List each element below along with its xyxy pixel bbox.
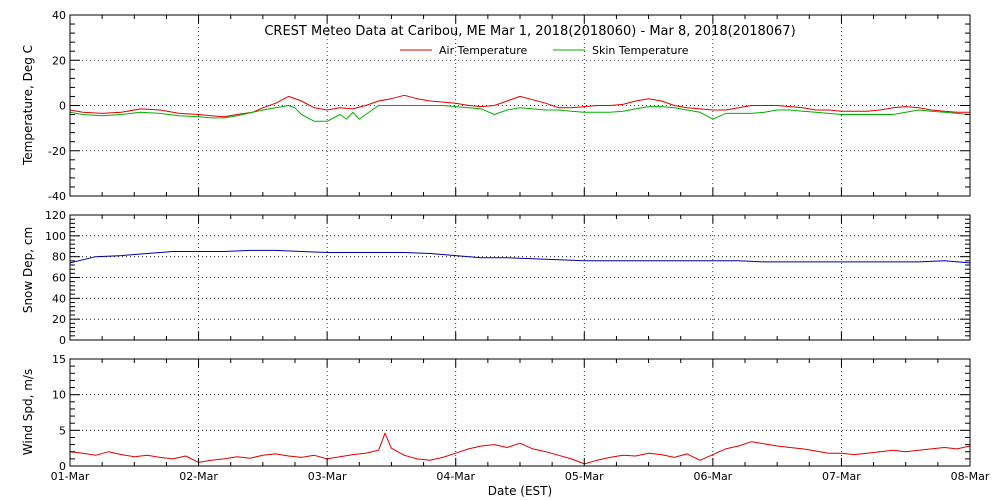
y-tick-label: 5 xyxy=(59,424,66,437)
ylabel-wind-speed: Wind Spd, m/s xyxy=(21,369,35,455)
series-line-panel3-1 xyxy=(69,432,971,465)
grid-layer xyxy=(70,15,970,466)
y-tick-label: 80 xyxy=(52,251,66,264)
legend-air-label: Air Temperature xyxy=(439,44,528,57)
y-tick-label: -40 xyxy=(48,190,66,203)
y-tick-label: -20 xyxy=(48,145,66,158)
y-tick-label: 100 xyxy=(45,230,66,243)
y-tick-label: 20 xyxy=(52,313,66,326)
ylabel-temperature: Temperature, Deg C xyxy=(21,45,35,166)
x-tick-label: 03-Mar xyxy=(308,470,347,483)
y-tick-label: 0 xyxy=(59,334,66,347)
x-tick-label: 06-Mar xyxy=(693,470,732,483)
panel-frame xyxy=(69,358,971,467)
x-tick-label: 05-Mar xyxy=(565,470,604,483)
y-tick-label: 20 xyxy=(52,54,66,67)
y-tick-label: 0 xyxy=(59,460,66,473)
legend-skin-label: Skin Temperature xyxy=(592,44,689,57)
xlabel: Date (EST) xyxy=(488,484,552,498)
series-line-panel2-1 xyxy=(69,249,971,264)
y-tick-label: 60 xyxy=(52,272,66,285)
y-tick-label: 15 xyxy=(52,353,66,366)
series-line-panel1-2 xyxy=(69,105,971,122)
x-tick-label: 08-Mar xyxy=(951,470,990,483)
y-tick-label: 40 xyxy=(52,9,66,22)
series-layer xyxy=(69,94,971,465)
tick-layer xyxy=(69,14,971,467)
y-tick-label: 120 xyxy=(45,209,66,222)
y-tick-label: 40 xyxy=(52,292,66,305)
legend: Air Temperature Skin Temperature xyxy=(400,44,689,57)
label-layer: -40 -20 0 20 40 0 20 40 60 80 100 120 0 5 10 15 01-Mar 02… xyxy=(45,9,990,483)
y-tick-label: 0 xyxy=(59,100,66,113)
x-tick-label: 04-Mar xyxy=(436,470,475,483)
y-tick-label: 10 xyxy=(52,389,66,402)
x-tick-label: 01-Mar xyxy=(51,470,90,483)
chart-title: CREST Meteo Data at Caribou, ME Mar 1, 2… xyxy=(264,24,795,39)
x-tick-label: 07-Mar xyxy=(822,470,861,483)
frame-layer xyxy=(69,14,971,467)
ylabel-snow-depth: Snow Dep, cm xyxy=(21,227,35,313)
x-tick-label: 02-Mar xyxy=(179,470,218,483)
